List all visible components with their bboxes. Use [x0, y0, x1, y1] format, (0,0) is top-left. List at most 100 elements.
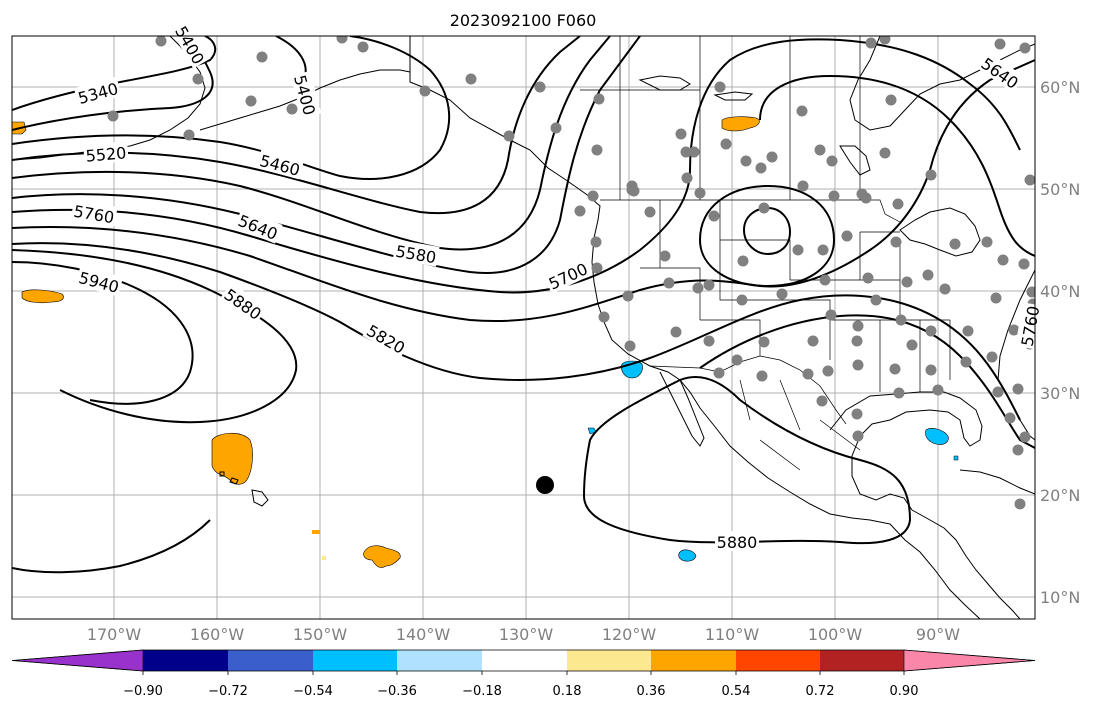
station-dot [731, 354, 743, 366]
border-us-mexico [649, 355, 847, 425]
colorbar-label: −0.36 [377, 684, 417, 699]
station-dot [890, 236, 902, 248]
contour-5700 [12, 38, 1021, 294]
station-dot [814, 144, 826, 156]
station-dot [756, 370, 768, 382]
station-dot [852, 359, 864, 371]
station-dot [932, 384, 944, 396]
station-dot [286, 103, 298, 115]
contour-label-background [1015, 302, 1043, 350]
station-dot [922, 269, 934, 281]
station-dot [550, 122, 562, 134]
station-dot [758, 202, 770, 214]
colorbar-label: 0.36 [637, 684, 666, 699]
station-dot [925, 325, 937, 337]
colorbar-label: −0.54 [293, 684, 333, 699]
station-dot [1026, 286, 1035, 298]
contour-label-background [219, 282, 268, 324]
station-dot [828, 190, 840, 202]
coastline-cuba [959, 469, 1035, 495]
longitude-labels: 170°W 160°W 150°W 140°W 130°W 120°W 110°W 100°W… [87, 625, 960, 644]
station-dot [885, 94, 897, 106]
colorbar: −0.90 −0.72 −0.54 −0.36 −0.18 0.18 0.36 0.54 0.7… [11, 649, 1036, 699]
contour-label-background [543, 256, 592, 294]
station-dot [889, 363, 901, 375]
station-dot [776, 288, 788, 300]
station-dot [1012, 383, 1024, 395]
colorbar-label: 0.90 [890, 684, 919, 699]
contour-label-background [976, 51, 1025, 93]
contour-5820 [12, 242, 1021, 421]
station-dot [703, 335, 715, 347]
longitude-label: 140°W [396, 625, 451, 644]
coastline-gulf [829, 391, 983, 511]
station-dot [992, 386, 1004, 398]
station-dot [819, 274, 831, 286]
latitude-label: 30°N [1040, 384, 1080, 403]
orange-patch-small [312, 530, 320, 534]
height-contours [12, 36, 1035, 574]
station-dot [703, 279, 715, 291]
contour-label-background [75, 265, 124, 297]
latitude-label: 10°N [1040, 588, 1080, 607]
station-dot [817, 244, 829, 256]
station-dot [797, 180, 809, 192]
colorbar-segment [820, 650, 904, 671]
colorbar-segment [313, 650, 397, 671]
longitude-label: 120°W [602, 625, 657, 644]
contour-label-background [362, 318, 411, 358]
station-dot [598, 311, 610, 323]
station-dot [1018, 258, 1030, 270]
longitude-label: 150°W [293, 625, 348, 644]
station-dot [688, 146, 700, 158]
colorbar-segment [143, 650, 228, 671]
longitude-label: 100°W [808, 625, 863, 644]
contour-5520 [12, 36, 581, 215]
latitude-label: 60°N [1040, 78, 1080, 97]
station-dot [256, 51, 268, 63]
colorbar-label: 0.18 [553, 684, 582, 699]
colorbar-segment [651, 650, 736, 671]
station-dot [766, 151, 778, 163]
coastline-great-lakes [899, 207, 981, 257]
longitude-label: 90°W [916, 625, 960, 644]
contour-label-background [256, 148, 305, 180]
station-dot [852, 320, 864, 332]
station-dot [925, 169, 937, 181]
station-dot [622, 290, 634, 302]
colorbar-segment [397, 650, 482, 671]
contour-label-group: 5760 [1015, 302, 1043, 350]
station-dot [879, 147, 891, 159]
station-dot [981, 236, 993, 248]
longitude-label: 170°W [87, 625, 142, 644]
longitude-label: 110°W [705, 625, 760, 644]
contour-ridge-northeast [759, 74, 1035, 257]
contour-5940 [12, 261, 194, 405]
station-dot [841, 230, 853, 242]
station-dot [591, 144, 603, 156]
station-dot [822, 365, 834, 377]
contour-label: 5880 [717, 533, 758, 552]
station-dot [107, 110, 119, 122]
colorbar-extend-low [11, 649, 144, 672]
station-dot [807, 335, 819, 347]
coastline-central-america [911, 509, 1021, 619]
station-dot [960, 356, 972, 368]
station-dot [862, 272, 874, 284]
contour-5460 [12, 36, 451, 180]
station-dot [939, 283, 951, 295]
contour-loop-west [12, 519, 211, 574]
colorbar-extend-high [903, 649, 1036, 672]
blue-patch-tiny [953, 455, 959, 461]
station-dot [593, 93, 605, 105]
latitude-label: 50°N [1040, 180, 1080, 199]
station-dot [587, 190, 599, 202]
orange-patch-canada [721, 116, 760, 132]
station-dot [736, 294, 748, 306]
border-us-states [640, 200, 951, 392]
border-mexico-states [739, 379, 861, 471]
station-dot [816, 395, 828, 407]
latitude-labels: 60°N 50°N 40°N 30°N 20°N 10°N [1040, 78, 1080, 607]
station-dot [825, 309, 837, 321]
